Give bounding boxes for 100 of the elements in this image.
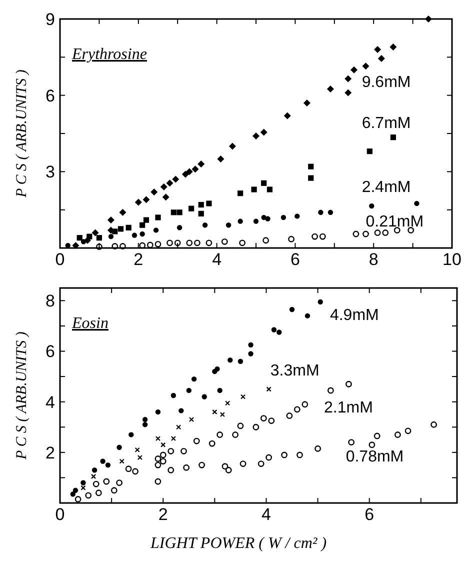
point [142, 422, 148, 428]
point [260, 415, 267, 422]
point [206, 200, 212, 206]
point [327, 387, 334, 394]
point [294, 214, 300, 219]
point [362, 230, 369, 238]
point [281, 452, 288, 458]
point [326, 85, 334, 92]
x-tick-label: 4 [212, 250, 222, 269]
x-tick-label: 0 [55, 505, 65, 524]
point [394, 432, 401, 438]
x-tick-label: 0 [55, 250, 65, 269]
point [198, 160, 205, 168]
y-tick-label: 2 [46, 443, 55, 462]
point [424, 16, 432, 22]
point [153, 228, 159, 233]
point [146, 242, 154, 248]
point [368, 442, 376, 448]
point [369, 203, 374, 209]
point [92, 468, 98, 473]
point [166, 180, 174, 187]
point [265, 216, 270, 222]
x-tick-label: 6 [364, 505, 374, 524]
point [294, 406, 300, 413]
point [276, 330, 282, 335]
point [162, 194, 170, 201]
point [166, 240, 173, 246]
point [160, 442, 166, 448]
point [328, 210, 334, 215]
point [80, 480, 86, 486]
point [155, 436, 161, 442]
x-tick-label: 2 [158, 505, 168, 524]
point [350, 66, 358, 74]
point [414, 200, 420, 206]
point [132, 468, 138, 475]
point [374, 46, 382, 54]
point [348, 439, 355, 446]
point [119, 208, 126, 216]
point [202, 394, 207, 400]
point [70, 492, 76, 497]
point [280, 214, 286, 220]
point [382, 230, 389, 236]
point [92, 480, 100, 488]
x-tick-label: 2 [134, 250, 144, 269]
point [92, 229, 99, 236]
y-tick-label: 3 [46, 162, 55, 182]
x-tick-label: 10 [442, 250, 462, 269]
point [176, 210, 182, 216]
point [120, 243, 126, 250]
series-label: 2.1mM [324, 399, 373, 416]
point [140, 231, 145, 237]
point [142, 196, 150, 204]
point [232, 432, 238, 438]
point [362, 62, 370, 70]
point [125, 466, 132, 472]
point [308, 175, 314, 181]
point [72, 488, 78, 493]
point [314, 445, 321, 452]
point [374, 432, 380, 440]
point [390, 134, 396, 140]
point [260, 128, 268, 136]
point [112, 243, 118, 250]
series-label: 0.78mM [346, 448, 404, 466]
legend-label: 6.7mM [362, 115, 411, 132]
point [76, 235, 82, 241]
point [408, 226, 414, 234]
point [116, 444, 122, 450]
point [186, 168, 193, 176]
point [137, 454, 142, 460]
point [126, 224, 132, 230]
point [170, 210, 176, 216]
point [237, 422, 244, 430]
point [284, 112, 291, 120]
point [198, 462, 205, 468]
point [258, 460, 264, 467]
point [128, 432, 134, 438]
point [366, 148, 372, 154]
point [239, 240, 246, 246]
point [108, 234, 114, 240]
point [180, 448, 187, 454]
point [150, 188, 158, 196]
point [132, 232, 138, 238]
series-label: 9.6mM [362, 74, 411, 91]
point [96, 235, 102, 241]
point [248, 351, 254, 356]
point [176, 424, 182, 430]
x-tick-label: 8 [368, 250, 378, 269]
point [394, 226, 400, 234]
point [208, 440, 216, 447]
point [139, 242, 146, 249]
x-tick-label: 4 [262, 505, 271, 524]
point [228, 142, 236, 150]
point [183, 464, 190, 471]
point [266, 454, 272, 461]
point [198, 202, 204, 208]
x-tick-label: 6 [290, 250, 300, 269]
point [240, 460, 246, 467]
point [289, 306, 295, 312]
point [188, 416, 194, 422]
point [296, 452, 303, 458]
